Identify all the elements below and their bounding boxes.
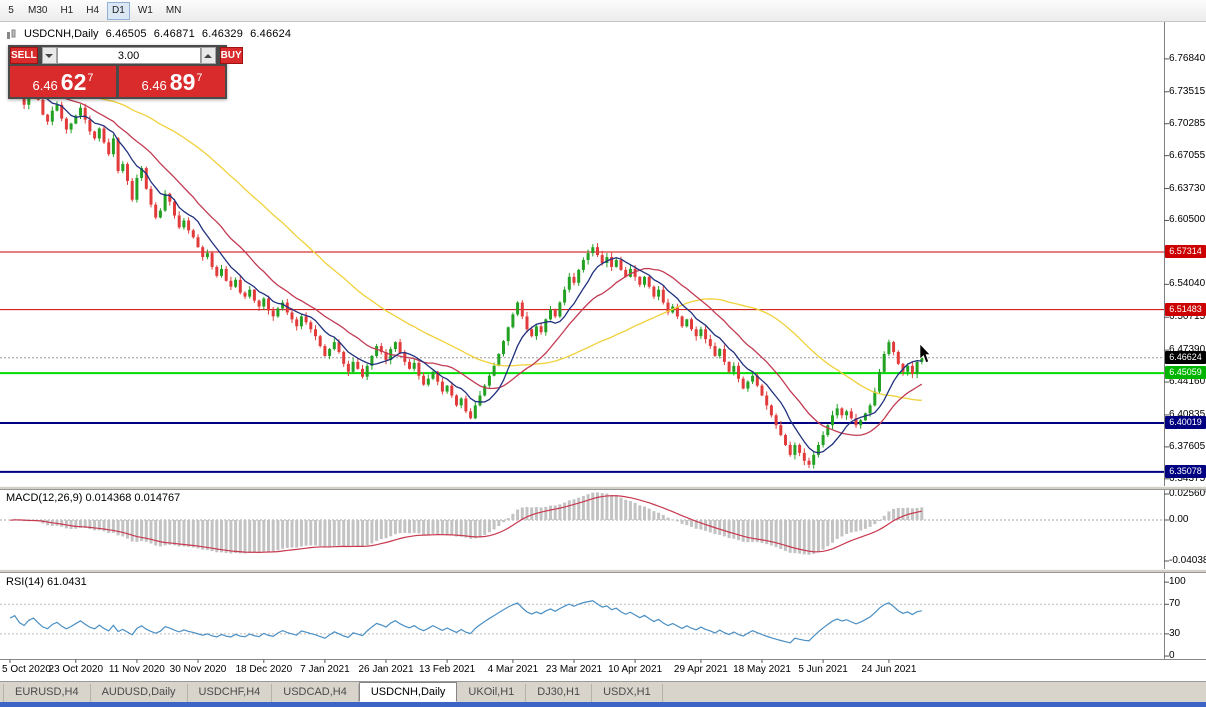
- moving-average-45: [10, 87, 922, 401]
- timeframe-button-h4[interactable]: H4: [81, 2, 104, 20]
- mouse-cursor: [919, 343, 931, 363]
- sell-price-button[interactable]: 6.46 62 7: [10, 66, 116, 97]
- panel-splitter-macd[interactable]: [0, 486, 1206, 490]
- chart-tab-usdcad-h4[interactable]: USDCAD,H4: [272, 684, 359, 702]
- ohlc-low: 6.46329: [201, 28, 244, 40]
- candlesticks: [8, 75, 924, 469]
- sell-price-base: 6.46: [32, 78, 58, 93]
- sell-price-sup: 7: [87, 72, 94, 84]
- moving-average-8: [9, 85, 922, 454]
- timeframe-button-d1[interactable]: D1: [107, 1, 130, 20]
- ohlc-close: 6.46624: [250, 28, 292, 40]
- volume-control: [41, 47, 216, 64]
- volume-decrease-button[interactable]: [41, 47, 57, 64]
- date-axis-strip: [0, 659, 1206, 681]
- chart-tab-audusd-daily[interactable]: AUDUSD,Daily: [91, 684, 188, 702]
- sell-button[interactable]: SELL: [10, 47, 38, 64]
- chart-tab-usdchf-h4[interactable]: USDCHF,H4: [188, 684, 273, 702]
- macd-label: MACD(12,26,9) 0.014368 0.014767: [6, 492, 181, 504]
- chart-tab-eurusd-h4[interactable]: EURUSD,H4: [3, 684, 91, 702]
- buy-price-sup: 7: [196, 72, 203, 84]
- timeframe-toolbar: 5 M30 H1 H4 D1 W1 MN: [0, 0, 1206, 22]
- rsi-plot: [0, 600, 1164, 644]
- one-click-trading-panel: SELL BUY 6.46 62 7 6.46 89 7: [8, 45, 243, 99]
- chart-symbol: USDCNH,Daily: [24, 28, 99, 40]
- window-bottom-edge: [0, 702, 1206, 707]
- timeframe-button-5[interactable]: 5: [2, 2, 20, 20]
- buy-button[interactable]: BUY: [219, 47, 243, 64]
- chart-tab-ukoil-h1[interactable]: UKOil,H1: [457, 684, 527, 702]
- chart-icon: [7, 29, 16, 39]
- chart-tab-usdx-h1[interactable]: USDX,H1: [592, 684, 663, 702]
- macd-plot: [0, 492, 1164, 555]
- volume-input[interactable]: [56, 47, 201, 64]
- chart-tabs: EURUSD,H4 AUDUSD,Daily USDCHF,H4 USDCAD,H4 U…: [0, 681, 1206, 702]
- timeframe-button-h1[interactable]: H1: [55, 2, 78, 20]
- buy-price-base: 6.46: [141, 78, 167, 93]
- buy-price-big: 89: [169, 69, 196, 95]
- volume-increase-button[interactable]: [200, 47, 216, 64]
- chart-info: USDCNH,Daily 6.46505 6.46871 6.46329 6.4…: [6, 28, 291, 40]
- ohlc-open: 6.46505: [105, 28, 147, 40]
- chart-tab-usdcnh-daily[interactable]: USDCNH,Daily: [358, 682, 458, 702]
- chart-tab-dj30-h1[interactable]: DJ30,H1: [526, 684, 593, 702]
- moving-average-18: [9, 86, 923, 437]
- timeframe-button-w1[interactable]: W1: [133, 2, 158, 20]
- timeframe-button-mn[interactable]: MN: [161, 2, 187, 20]
- timeframe-button-m30[interactable]: M30: [23, 2, 52, 20]
- ohlc-high: 6.46871: [153, 28, 195, 40]
- panel-splitter-rsi[interactable]: [0, 569, 1206, 573]
- buy-price-button[interactable]: 6.46 89 7: [119, 66, 225, 97]
- sell-price-big: 62: [60, 69, 87, 95]
- horizontal-level-lines: [0, 251, 1164, 473]
- rsi-label: RSI(14) 61.0431: [6, 576, 87, 588]
